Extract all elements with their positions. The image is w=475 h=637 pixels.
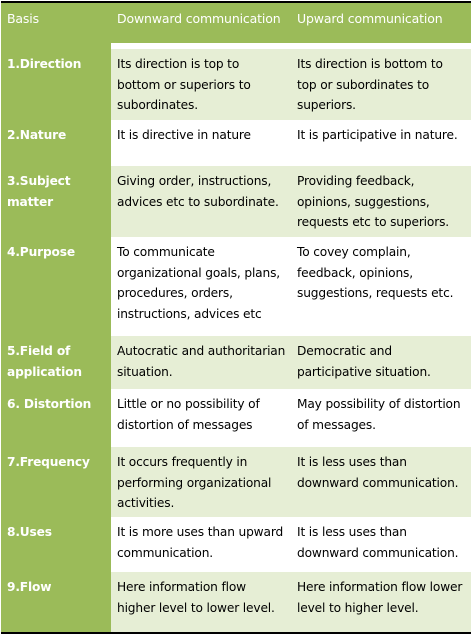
upward-cell: It is participative in nature. [291, 120, 471, 166]
table-row: 8.Uses It is more uses than upward commu… [1, 517, 471, 572]
upward-cell: May possibility of distortion of message… [291, 389, 471, 447]
downward-cell: To communicate organizational goals, pla… [111, 237, 291, 336]
basis-cell: 9.Flow [1, 572, 111, 632]
upward-cell: Providing feedback, opinions, suggestion… [291, 166, 471, 237]
header-basis: Basis [1, 3, 111, 43]
downward-cell: It occurs frequently in performing organ… [111, 447, 291, 517]
table-spacer-row [1, 43, 471, 49]
downward-cell: It is more uses than upward communicatio… [111, 517, 291, 572]
basis-cell: 8.Uses [1, 517, 111, 572]
upward-cell: It is less uses than downward communicat… [291, 447, 471, 517]
header-upward: Upward communication [297, 11, 443, 26]
table-row: 4.Purpose To communicate organizational … [1, 237, 471, 336]
downward-cell: Here information flow higher level to lo… [111, 572, 291, 632]
table-row: 1.Direction Its direction is top to bott… [1, 49, 471, 120]
table-row: 9.Flow Here information flow higher leve… [1, 572, 471, 632]
upward-cell: It is less uses than downward communicat… [291, 517, 471, 572]
table-header-row: Basis Downward communication Upward comm… [1, 3, 471, 43]
upward-cell: Here information flow lower level to hig… [291, 572, 471, 632]
table-row: 3.Subject matter Giving order, instructi… [1, 166, 471, 237]
table-row: 5.Field of application Autocratic and au… [1, 336, 471, 389]
basis-cell: 4.Purpose [1, 237, 111, 336]
basis-cell: 7.Frequency [1, 447, 111, 517]
downward-cell: It is directive in nature [111, 120, 291, 166]
basis-cell: 6. Distortion [1, 389, 111, 447]
downward-cell: Little or no possibility of distortion o… [111, 389, 291, 447]
basis-cell: 1.Direction [1, 49, 111, 120]
basis-cell: 2.Nature [1, 120, 111, 166]
spacer-cell [1, 43, 111, 49]
upward-cell: Its direction is bottom to top or subord… [291, 49, 471, 120]
basis-cell: 3.Subject matter [1, 166, 111, 237]
upward-cell: Democratic and participative situation. [291, 336, 471, 389]
downward-cell: Autocratic and authoritarian situation. [111, 336, 291, 389]
spacer-cell [111, 43, 291, 49]
table-row: 2.Nature It is directive in nature It is… [1, 120, 471, 166]
spacer-cell [291, 43, 471, 49]
header-downward: Downward communication [117, 11, 281, 26]
table-row: 6. Distortion Little or no possibility o… [1, 389, 471, 447]
downward-cell: Its direction is top to bottom or superi… [111, 49, 291, 120]
basis-cell: 5.Field of application [1, 336, 111, 389]
table-row: 7.Frequency It occurs frequently in perf… [1, 447, 471, 517]
upward-cell: To covey complain, feedback, opinions, s… [291, 237, 471, 336]
downward-cell: Giving order, instructions, advices etc … [111, 166, 291, 237]
